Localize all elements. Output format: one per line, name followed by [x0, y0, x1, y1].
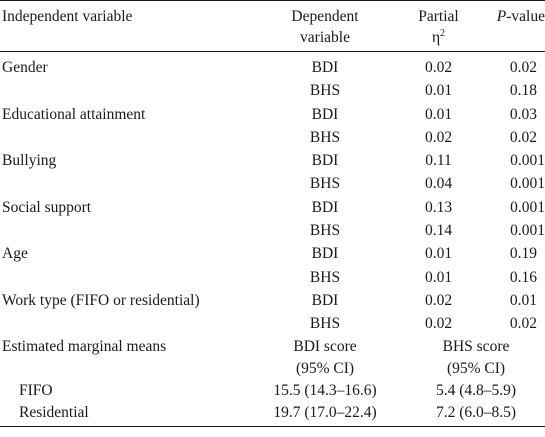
group-name: Residential	[0, 401, 255, 427]
group-bhs: 5.4 (4.8–5.9)	[435, 381, 517, 399]
row-dependent: BHS	[309, 82, 341, 100]
row-variable	[0, 79, 255, 102]
marginal-means-row: Residential 19.7 (17.0–22.4) 7.2 (6.0–8.…	[0, 401, 545, 427]
table-row: BHS 0.02 0.02	[0, 312, 545, 335]
row-p: 0.18	[509, 82, 537, 100]
table-row: Age BDI 0.01 0.19	[0, 242, 545, 265]
table-row: BHS 0.04 0.001	[0, 172, 545, 195]
table-row: BHS 0.01 0.16	[0, 266, 545, 289]
row-dependent: BDI	[311, 59, 339, 76]
row-variable: Educational attainment	[2, 105, 146, 123]
row-variable: Social support	[2, 198, 92, 216]
row-dependent: BDI	[311, 291, 339, 309]
row-eta: 0.02	[424, 291, 453, 309]
table-row: Work type (FIFO or residential) BDI 0.02…	[0, 289, 545, 312]
row-eta: 0.04	[424, 175, 453, 193]
table-row: Gender BDI 0.02 0.02	[0, 52, 545, 80]
row-variable: Gender	[2, 59, 48, 76]
row-p: 0.03	[509, 105, 537, 123]
row-variable	[0, 219, 255, 242]
group-name: FIFO	[19, 381, 53, 399]
row-eta: 0.01	[424, 245, 453, 263]
row-dependent: BHS	[309, 128, 341, 146]
row-variable: Age	[2, 245, 28, 263]
header-partial-eta: Partial η2	[395, 1, 470, 52]
group-bhs: 7.2 (6.0–8.5)	[395, 401, 545, 427]
table-row: Educational attainment BDI 0.01 0.03	[0, 103, 545, 126]
row-variable: Work type (FIFO or residential)	[2, 291, 200, 309]
table-row: BHS 0.01 0.18	[0, 79, 545, 102]
marginal-means-header-row: Estimated marginal means BDI score (95% C…	[0, 336, 545, 380]
header-p-value: P-value	[470, 1, 545, 52]
row-dependent: BHS	[309, 175, 341, 193]
row-dependent: BDI	[311, 152, 339, 170]
row-p: 0.02	[509, 315, 537, 333]
table-row: Social support BDI 0.13 0.001	[0, 196, 545, 219]
row-dependent: BHS	[309, 222, 341, 240]
row-dependent: BDI	[311, 105, 339, 123]
row-dependent: BHS	[309, 268, 341, 286]
bhs-score-header: BHS score (95% CI)	[442, 337, 510, 377]
marginal-means-row: FIFO 15.5 (14.3–16.6) 5.4 (4.8–5.9)	[0, 380, 545, 402]
row-variable	[0, 266, 255, 289]
group-bdi: 19.7 (17.0–22.4)	[255, 401, 395, 427]
header-dependent-variable: Dependent variable	[255, 1, 395, 52]
header-independent-variable: Independent variable	[0, 1, 255, 52]
row-variable	[0, 126, 255, 149]
row-p: 0.001	[510, 175, 545, 193]
row-p: 0.02	[509, 59, 537, 76]
row-eta: 0.11	[425, 152, 452, 170]
row-eta: 0.13	[424, 198, 453, 216]
table-row: BHS 0.14 0.001	[0, 219, 545, 242]
anova-results-table: Independent variable Dependent variable P…	[0, 0, 545, 427]
row-dependent: BHS	[309, 315, 341, 333]
row-eta: 0.01	[424, 105, 453, 123]
row-eta: 0.14	[424, 222, 453, 240]
row-dependent: BDI	[311, 245, 339, 263]
row-dependent: BDI	[311, 198, 339, 216]
table-row: Bullying BDI 0.11 0.001	[0, 149, 545, 172]
row-variable: Bullying	[2, 152, 57, 170]
row-eta: 0.01	[424, 82, 453, 100]
row-variable	[0, 172, 255, 195]
row-variable	[0, 312, 255, 335]
table-header-row: Independent variable Dependent variable P…	[0, 1, 545, 52]
row-p: 0.19	[509, 245, 537, 263]
row-p: 0.02	[509, 128, 537, 146]
marginal-means-label: Estimated marginal means	[2, 337, 167, 355]
row-eta: 0.02	[424, 128, 453, 146]
row-p: 0.001	[510, 222, 545, 240]
group-bdi: 15.5 (14.3–16.6)	[273, 381, 377, 399]
row-p: 0.001	[510, 198, 545, 216]
row-p: 0.16	[509, 268, 537, 286]
row-p: 0.01	[509, 291, 537, 309]
table-row: BHS 0.02 0.02	[0, 126, 545, 149]
row-eta: 0.01	[424, 268, 453, 286]
bdi-score-header: BDI score (95% CI)	[293, 337, 357, 377]
row-eta: 0.02	[424, 315, 453, 333]
row-p: 0.001	[510, 152, 545, 170]
row-eta: 0.02	[424, 59, 453, 76]
